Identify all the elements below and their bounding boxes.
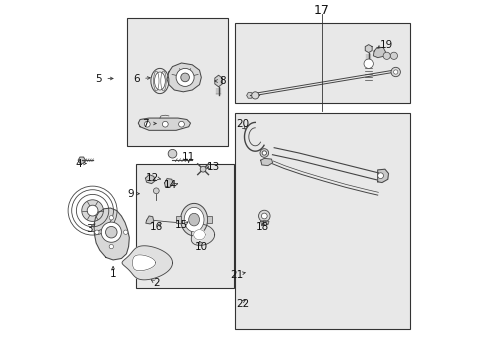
Bar — [175, 216, 181, 223]
Text: 6: 6 — [133, 74, 140, 84]
Text: 22: 22 — [236, 299, 249, 309]
Polygon shape — [260, 220, 268, 226]
Ellipse shape — [184, 207, 203, 232]
Text: 5: 5 — [95, 74, 102, 84]
Bar — [235, 23, 409, 103]
Ellipse shape — [180, 203, 207, 236]
Circle shape — [363, 59, 373, 68]
Polygon shape — [377, 169, 387, 183]
Circle shape — [168, 149, 177, 158]
Text: 9: 9 — [127, 189, 134, 199]
Circle shape — [144, 121, 150, 127]
Circle shape — [393, 70, 397, 74]
Polygon shape — [78, 157, 85, 163]
Text: 10: 10 — [194, 242, 207, 252]
Circle shape — [123, 230, 127, 234]
Text: 17: 17 — [313, 4, 329, 17]
Text: 18: 18 — [255, 222, 268, 232]
Polygon shape — [373, 48, 385, 58]
Polygon shape — [365, 45, 371, 53]
Polygon shape — [122, 246, 172, 280]
Text: 12: 12 — [146, 173, 159, 183]
Circle shape — [81, 200, 103, 221]
Circle shape — [178, 121, 184, 127]
Circle shape — [251, 92, 258, 99]
Polygon shape — [193, 230, 205, 240]
Text: 11: 11 — [182, 152, 195, 162]
Circle shape — [95, 230, 99, 234]
Circle shape — [105, 226, 117, 238]
Circle shape — [382, 52, 389, 59]
Polygon shape — [260, 158, 272, 166]
Circle shape — [377, 173, 383, 179]
Circle shape — [262, 151, 266, 155]
Polygon shape — [132, 255, 155, 271]
Ellipse shape — [154, 72, 165, 90]
Text: 21: 21 — [229, 270, 243, 280]
Text: 15: 15 — [175, 220, 188, 230]
Circle shape — [87, 205, 98, 216]
Polygon shape — [138, 118, 190, 130]
Circle shape — [176, 68, 194, 86]
Circle shape — [390, 67, 400, 77]
Circle shape — [109, 216, 113, 220]
Text: 20: 20 — [236, 119, 249, 129]
Text: 13: 13 — [207, 162, 220, 172]
Bar — [206, 216, 212, 223]
Polygon shape — [214, 75, 222, 87]
Text: 8: 8 — [219, 76, 226, 86]
Text: 1: 1 — [110, 269, 116, 279]
Circle shape — [260, 149, 268, 157]
Circle shape — [162, 121, 168, 127]
Text: 7: 7 — [142, 119, 148, 129]
Polygon shape — [94, 208, 129, 260]
Circle shape — [109, 244, 113, 249]
Polygon shape — [167, 63, 201, 92]
Bar — [136, 164, 233, 288]
Circle shape — [261, 213, 266, 219]
Ellipse shape — [188, 213, 199, 226]
Circle shape — [101, 222, 121, 242]
Polygon shape — [246, 93, 253, 98]
Circle shape — [389, 52, 397, 59]
Circle shape — [181, 73, 189, 82]
Polygon shape — [164, 179, 173, 187]
Text: 3: 3 — [86, 224, 93, 234]
Circle shape — [153, 188, 159, 194]
Text: 2: 2 — [153, 278, 159, 288]
Polygon shape — [145, 216, 153, 224]
Polygon shape — [191, 224, 214, 246]
Bar — [127, 18, 228, 146]
Circle shape — [200, 166, 205, 172]
Polygon shape — [145, 175, 155, 184]
Circle shape — [258, 210, 269, 222]
Bar — [235, 113, 409, 329]
Text: 14: 14 — [164, 180, 177, 190]
Ellipse shape — [151, 68, 168, 94]
Text: 16: 16 — [149, 222, 163, 232]
Text: 4: 4 — [76, 159, 82, 169]
Text: 19: 19 — [379, 40, 392, 50]
